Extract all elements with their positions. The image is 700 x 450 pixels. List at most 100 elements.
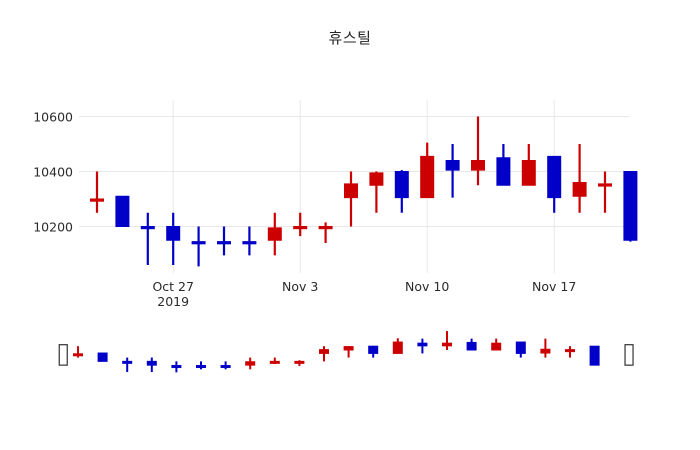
mini-candlestick[interactable] [97,352,108,362]
candlestick[interactable] [344,171,358,227]
candle-body [293,226,308,230]
left-range-handle[interactable] [58,344,68,366]
candlestick[interactable] [394,170,409,213]
candle-body [394,171,409,199]
mini-candlestick[interactable] [146,357,157,372]
y-axis-tick-label: 10200 [33,219,73,234]
mini-candlestick[interactable] [269,357,280,365]
candlestick[interactable] [369,171,384,213]
mini-candle-body [319,349,329,354]
candle-body [267,227,282,241]
chart-title: 휴스틸 [328,29,372,47]
mini-candle-body [417,342,428,347]
candlestick[interactable] [547,155,562,213]
mini-candlestick[interactable] [319,346,329,362]
range-selector-mini-chart[interactable] [58,325,640,375]
mini-candle-body [73,353,83,357]
mini-candle-body [97,352,108,362]
mini-candle-body [515,341,526,354]
main-plot-svg [79,100,638,273]
candlestick[interactable] [191,226,206,267]
mini-candlestick[interactable] [540,338,551,358]
mini-candlestick[interactable] [245,357,256,370]
candlestick[interactable] [521,144,536,186]
mini-candlestick[interactable] [343,346,354,358]
mini-candle-body [220,365,231,369]
mini-candlestick[interactable] [491,338,502,351]
x-axis-tick-label-line1: Oct 27 [152,279,194,294]
mini-candle-body [442,342,452,347]
x-axis-tick-label: Nov 3 [240,279,360,294]
candlestick[interactable] [267,212,282,256]
candlestick[interactable] [140,212,155,265]
candle-body [496,157,511,186]
candle-body [445,160,460,171]
mini-candlestick[interactable] [122,357,133,372]
candle-body [471,160,485,171]
mini-candlestick[interactable] [417,338,428,354]
x-axis-tick-label-line1: Nov 17 [532,279,577,294]
mini-candlestick[interactable] [171,361,182,373]
mini-candle-body [269,360,280,364]
candlestick[interactable] [623,171,638,242]
x-axis-tick-label-line1: Nov 3 [282,279,319,294]
candlestick[interactable] [217,226,231,256]
mini-candlestick[interactable] [368,345,379,358]
mini-candlestick[interactable] [392,338,403,354]
candle-body [369,172,384,186]
mini-candle-body [343,346,354,351]
candle-body [140,226,155,230]
candlestick[interactable] [572,144,587,213]
mini-candlestick[interactable] [73,346,83,358]
main-candlestick-plot[interactable] [79,100,638,273]
candlestick[interactable] [420,142,435,199]
candle-body [572,182,587,197]
candlestick[interactable] [471,116,485,186]
candle-body [242,241,257,245]
mini-candle-body [368,345,379,354]
candlestick[interactable] [496,144,511,186]
candlestick[interactable] [293,212,308,237]
mini-candle-body [540,348,551,354]
candlestick[interactable] [318,222,333,243]
x-axis-tick-label: Nov 17 [494,279,614,294]
candle-body [420,155,435,199]
mini-candle-body [491,342,502,351]
mini-candle-body [146,360,157,366]
mini-candlestick[interactable] [589,345,600,366]
mini-candle-body [565,349,575,353]
x-axis-tick-label: Nov 10 [367,279,487,294]
right-range-handle[interactable] [624,344,634,366]
mini-candlestick[interactable] [515,341,526,358]
mini-candle-body [466,341,477,351]
mini-candlestick[interactable] [196,361,206,370]
candlestick[interactable] [242,226,257,256]
candle-body [344,183,358,199]
candlestick[interactable] [445,144,460,198]
candle-body [521,160,536,186]
candlestick[interactable] [90,171,104,213]
mini-candlestick[interactable] [466,338,477,351]
candlestick[interactable] [598,171,612,213]
candle-body [318,226,333,230]
mini-candle-body [294,360,305,364]
candle-body [90,198,104,202]
mini-candlestick[interactable] [442,331,452,350]
mini-candlestick[interactable] [294,360,305,366]
candlestick[interactable] [115,195,130,227]
candle-body [191,241,206,245]
mini-plot-svg [58,331,634,373]
mini-candlestick[interactable] [220,361,231,370]
mini-candle-body [171,365,182,369]
candle-body [598,183,612,187]
mini-candle-body [122,360,133,364]
mini-candle-body [196,365,206,369]
mini-candle-body [392,341,403,354]
mini-candlestick[interactable] [565,346,575,358]
mini-candle-body [589,345,600,366]
candle-body [166,226,181,241]
y-axis-tick-label: 10400 [33,164,73,179]
candle-body [115,195,130,227]
candlestick[interactable] [166,212,181,265]
